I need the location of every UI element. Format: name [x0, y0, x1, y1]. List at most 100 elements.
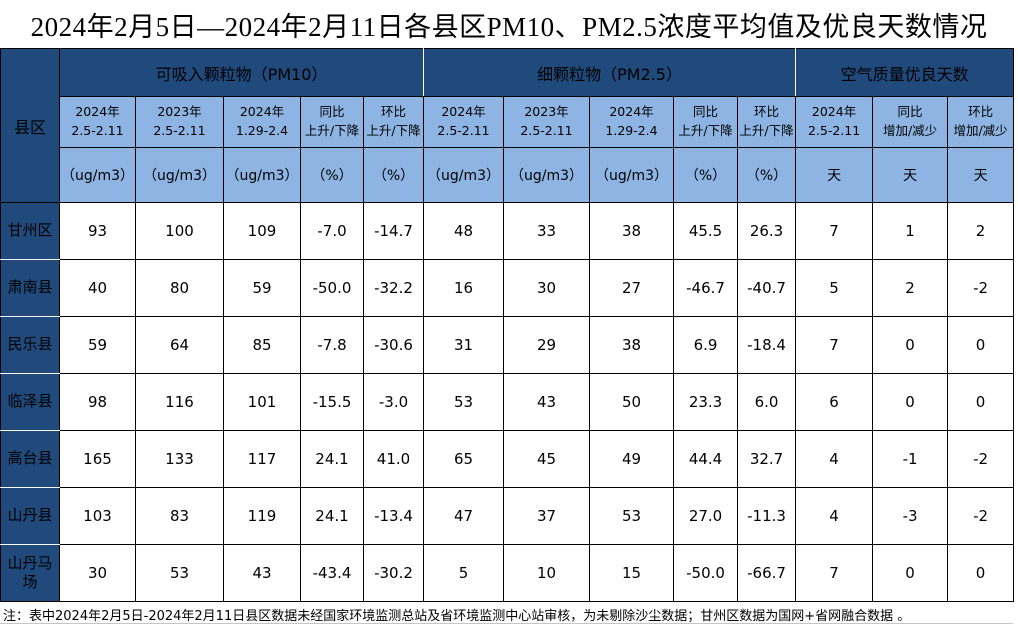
value-cell: 109 [223, 202, 301, 260]
value-cell: -50.0 [300, 259, 364, 317]
unit-cell: （%） [300, 147, 364, 203]
value-cell: 44.4 [673, 430, 739, 488]
unit-cell: （ug/m3） [135, 147, 224, 203]
sub-header: 2024年 1.29-2.4 [223, 96, 301, 148]
value-cell: -2 [947, 259, 1015, 317]
county-cell: 甘州区 [0, 202, 60, 260]
value-cell: 10 [503, 544, 591, 602]
value-cell: -30.6 [362, 316, 425, 374]
table-row: 肃南县 40 80 59 -50.0 -32.2 16 30 27 -46.7 -40.7 5 2 -2 [0, 259, 1015, 317]
value-cell: 33 [503, 202, 591, 260]
unit-cell: （ug/m3） [423, 147, 505, 203]
table-row: 临泽县 98 116 101 -15.5 -3.0 53 43 50 23.3 6.0 6 0 0 [0, 373, 1015, 431]
value-cell: 7 [795, 316, 874, 374]
group-header-pm10: 可吸入颗粒物（PM10） [58, 48, 425, 97]
value-cell: 133 [135, 430, 224, 488]
value-cell: 7 [795, 202, 874, 260]
unit-cell: （%） [673, 147, 739, 203]
value-cell: 100 [135, 202, 224, 260]
value-cell: 38 [589, 202, 675, 260]
value-cell: 43 [503, 373, 591, 431]
value-cell: -40.7 [737, 259, 797, 317]
value-cell: 40 [59, 259, 136, 317]
table-row: 高台县 165 133 117 24.1 41.0 65 45 49 44.4 32.7 4 -1 -2 [0, 430, 1015, 488]
sub-header: 环比 上升/下降 [362, 96, 425, 148]
value-cell: 45 [503, 430, 591, 488]
value-cell: 1 [872, 202, 949, 260]
value-cell: 38 [589, 316, 675, 374]
value-cell: 0 [947, 544, 1015, 602]
value-cell: 0 [872, 316, 949, 374]
value-cell: 0 [947, 316, 1015, 374]
unit-cell: 天 [947, 147, 1015, 203]
value-cell: 2 [947, 202, 1015, 260]
value-cell: 65 [423, 430, 505, 488]
value-cell: 0 [872, 373, 949, 431]
value-cell: 119 [223, 487, 301, 545]
value-cell: 27 [589, 259, 675, 317]
table-row: 山丹县 103 83 119 24.1 -13.4 47 37 53 27.0 -11.3 4 -3 -2 [0, 487, 1015, 545]
unit-cell: 天 [795, 147, 874, 203]
value-cell: 101 [223, 373, 301, 431]
value-cell: 64 [135, 316, 224, 374]
value-cell: 80 [135, 259, 224, 317]
value-cell: 47 [423, 487, 505, 545]
sub-header: 2024年 2.5-2.11 [423, 96, 505, 148]
value-cell: -7.0 [300, 202, 364, 260]
value-cell: 31 [423, 316, 505, 374]
page-title: 2024年2月5日—2024年2月11日各县区PM10、PM2.5浓度平均值及优… [30, 11, 988, 42]
group-header-pm25: 细颗粒物（PM2.5） [423, 48, 797, 97]
unit-cell: （ug/m3） [503, 147, 591, 203]
sub-header: 环比 上升/下降 [737, 96, 797, 148]
sub-header: 环比 增加/减少 [947, 96, 1015, 148]
value-cell: -3 [872, 487, 949, 545]
sub-header: 同比 增加/减少 [872, 96, 949, 148]
value-cell: -3.0 [362, 373, 425, 431]
footnote: 注：表中2024年2月5日-2024年2月11日县区数据未经国家环境监测总站及省… [3, 609, 911, 624]
county-cell: 高台县 [0, 430, 60, 488]
value-cell: 5 [423, 544, 505, 602]
unit-cell: （ug/m3） [59, 147, 136, 203]
county-cell: 山丹马场 [0, 544, 60, 602]
value-cell: 26.3 [737, 202, 797, 260]
value-cell: -18.4 [737, 316, 797, 374]
sub-header: 2023年 2.5-2.11 [503, 96, 591, 148]
value-cell: 83 [135, 487, 224, 545]
sub-header: 2024年 2.5-2.11 [59, 96, 136, 148]
value-cell: 43 [223, 544, 301, 602]
value-cell: 30 [59, 544, 136, 602]
table-body: 甘州区 93 100 109 -7.0 -14.7 48 33 38 45.5 26.3 7 1 2 肃南县… [0, 202, 1015, 602]
county-cell: 肃南县 [0, 259, 60, 317]
value-cell: 32.7 [737, 430, 797, 488]
value-cell: 59 [59, 316, 136, 374]
value-cell: -66.7 [737, 544, 797, 602]
value-cell: -15.5 [300, 373, 364, 431]
value-cell: 4 [795, 487, 874, 545]
value-cell: -2 [947, 430, 1015, 488]
value-cell: 24.1 [300, 487, 364, 545]
unit-row: （ug/m3） （ug/m3） （ug/m3） （%） （%） （ug/m3） … [1, 147, 1015, 203]
value-cell: 2 [872, 259, 949, 317]
corner-county-header: 县区 [0, 48, 60, 203]
value-cell: 59 [223, 259, 301, 317]
sub-header-row: 2024年 2.5-2.11 2023年 2.5-2.11 2024年 1.29… [1, 96, 1015, 148]
value-cell: -2 [947, 487, 1015, 545]
value-cell: -43.4 [300, 544, 364, 602]
sub-header: 2024年 1.29-2.4 [589, 96, 675, 148]
sub-header: 同比 上升/下降 [300, 96, 364, 148]
value-cell: -46.7 [673, 259, 739, 317]
sub-header: 同比 上升/下降 [673, 96, 739, 148]
value-cell: -13.4 [362, 487, 425, 545]
value-cell: 117 [223, 430, 301, 488]
value-cell: 165 [59, 430, 136, 488]
value-cell: -1 [872, 430, 949, 488]
table-row: 山丹马场 30 53 43 -43.4 -30.2 5 10 15 -50.0 -66.7 7 0 0 [0, 544, 1015, 602]
value-cell: 45.5 [673, 202, 739, 260]
unit-cell: （ug/m3） [589, 147, 675, 203]
county-cell: 临泽县 [0, 373, 60, 431]
table-header: 县区 可吸入颗粒物（PM10） 细颗粒物（PM2.5） 空气质量优良天数 202… [0, 48, 1015, 203]
table-row: 甘州区 93 100 109 -7.0 -14.7 48 33 38 45.5 26.3 7 1 2 [0, 202, 1015, 260]
value-cell: 6 [795, 373, 874, 431]
value-cell: -7.8 [300, 316, 364, 374]
value-cell: 0 [872, 544, 949, 602]
